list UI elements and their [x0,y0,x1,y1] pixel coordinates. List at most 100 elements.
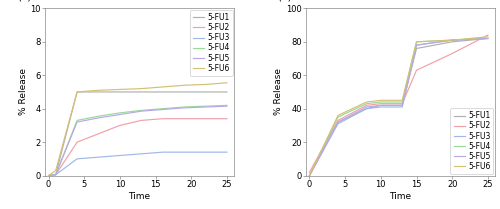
5-FU3 [224,151,230,153]
Line: 5-FU6: 5-FU6 [310,37,488,176]
5-FU6 [224,82,230,84]
5-FU6 [52,169,59,172]
5-FU4 [138,109,144,112]
5-FU4 [378,101,384,103]
5-FU3 [378,106,384,108]
5-FU4 [96,115,102,117]
5-FU6 [335,114,341,117]
5-FU2 [138,119,144,122]
5-FU6 [364,101,370,103]
5-FU6 [306,174,312,177]
Line: 5-FU4: 5-FU4 [310,38,488,176]
5-FU4 [399,101,405,103]
5-FU2 [414,69,420,71]
5-FU5 [52,173,59,176]
5-FU1 [306,174,312,177]
5-FU1 [202,91,208,93]
5-FU2 [399,102,405,105]
5-FU2 [224,117,230,120]
5-FU2 [160,117,166,120]
5-FU2 [74,141,80,143]
Legend: 5-FU1, 5-FU2, 5-FU3, 5-FU4, 5-FU5, 5-FU6: 5-FU1, 5-FU2, 5-FU3, 5-FU4, 5-FU5, 5-FU6 [450,108,494,174]
5-FU4 [335,116,341,118]
5-FU3 [449,39,455,41]
5-FU5 [181,107,187,109]
5-FU5 [138,110,144,112]
5-FU6 [46,174,52,177]
5-FU2 [485,34,491,36]
Line: 5-FU3: 5-FU3 [48,152,227,176]
5-FU6 [181,84,187,87]
5-FU5 [160,108,166,111]
5-FU3 [52,173,59,176]
5-FU6 [399,99,405,102]
5-FU3 [138,153,144,155]
5-FU3 [485,37,491,40]
5-FU5 [46,174,52,177]
5-FU2 [306,171,312,173]
Line: 5-FU5: 5-FU5 [310,38,488,176]
5-FU1 [414,47,420,50]
Text: (a): (a) [16,0,31,2]
5-FU5 [117,113,123,116]
5-FU4 [485,37,491,40]
5-FU6 [96,89,102,92]
Line: 5-FU4: 5-FU4 [48,105,227,176]
5-FU1 [181,91,187,93]
5-FU1 [74,91,80,93]
5-FU1 [449,41,455,43]
5-FU5 [378,104,384,107]
5-FU3 [414,44,420,46]
5-FU4 [364,102,370,105]
5-FU5 [449,39,455,41]
5-FU5 [224,105,230,107]
5-FU3 [335,122,341,125]
Line: 5-FU2: 5-FU2 [48,119,227,176]
5-FU6 [378,99,384,102]
5-FU2 [96,133,102,135]
5-FU5 [364,106,370,108]
5-FU3 [160,151,166,153]
5-FU4 [181,106,187,108]
5-FU3 [202,151,208,153]
Line: 5-FU1: 5-FU1 [310,38,488,176]
5-FU6 [117,88,123,91]
5-FU3 [96,156,102,158]
5-FU4 [306,174,312,177]
Text: (b): (b) [278,0,292,2]
5-FU2 [181,117,187,120]
5-FU1 [117,91,123,93]
5-FU6 [74,91,80,93]
5-FU1 [46,174,52,177]
X-axis label: Time: Time [390,191,411,200]
Line: 5-FU3: 5-FU3 [310,38,488,176]
5-FU4 [224,104,230,107]
X-axis label: Time: Time [128,191,150,200]
5-FU2 [52,173,59,176]
5-FU5 [414,44,420,46]
5-FU1 [378,104,384,107]
5-FU4 [449,39,455,41]
Line: 5-FU2: 5-FU2 [310,35,488,172]
5-FU6 [414,41,420,43]
5-FU2 [335,119,341,122]
5-FU4 [414,41,420,43]
5-FU4 [74,119,80,122]
5-FU2 [46,174,52,177]
Line: 5-FU1: 5-FU1 [48,92,227,176]
5-FU1 [224,91,230,93]
5-FU3 [306,174,312,177]
5-FU1 [138,91,144,93]
5-FU3 [399,106,405,108]
5-FU1 [399,104,405,107]
5-FU4 [46,174,52,177]
5-FU3 [46,174,52,177]
5-FU2 [117,124,123,127]
Line: 5-FU5: 5-FU5 [48,106,227,176]
5-FU5 [306,174,312,177]
5-FU1 [364,107,370,110]
5-FU6 [138,87,144,90]
Legend: 5-FU1, 5-FU2, 5-FU3, 5-FU4, 5-FU5, 5-FU6: 5-FU1, 5-FU2, 5-FU3, 5-FU4, 5-FU5, 5-FU6 [190,10,232,76]
5-FU6 [449,39,455,41]
5-FU2 [202,117,208,120]
